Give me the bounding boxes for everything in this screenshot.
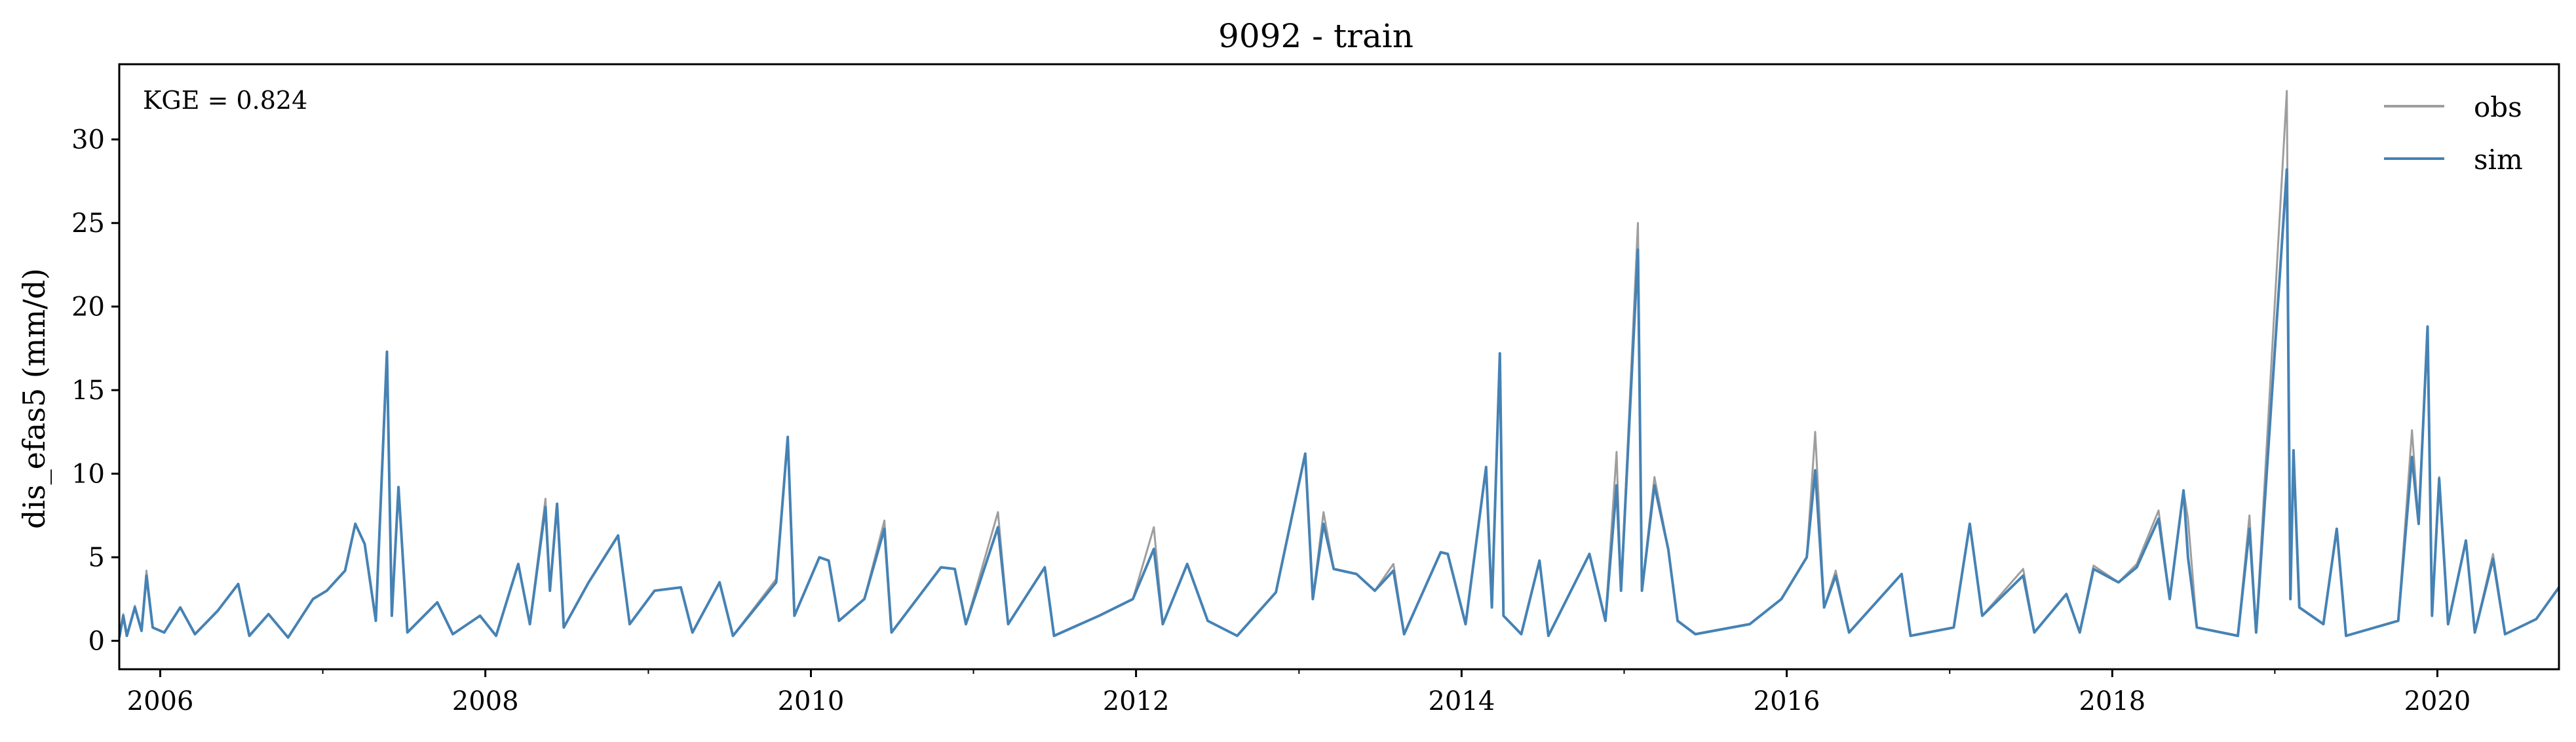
series-line-obs [118, 90, 2560, 639]
legend-label-obs: obs [2474, 91, 2522, 123]
plot-frame [118, 63, 2560, 671]
y-axis-label: dis_efas5 (mm/d) [16, 268, 52, 529]
x-tick-label: 2012 [1103, 686, 1170, 716]
x-tick-label: 2010 [778, 686, 845, 716]
y-tick-label: 5 [88, 543, 105, 573]
y-axis-ticks: 0 5 10 15 20 25 30 [71, 125, 119, 657]
kge-annotation: KGE = 0.824 [143, 86, 307, 115]
y-tick-label: 0 [88, 627, 105, 657]
x-axis-ticks: 2006 2008 2010 2012 2014 2016 2018 2020 [127, 669, 2471, 716]
x-tick-label: 2008 [452, 686, 519, 716]
y-tick-label: 10 [71, 459, 105, 490]
x-tick-label: 2020 [2404, 686, 2471, 716]
y-tick-label: 15 [71, 376, 105, 406]
series-line-sim [118, 168, 2560, 639]
x-tick-label: 2016 [1754, 686, 1820, 716]
series-layer [118, 90, 2560, 639]
x-tick-label: 2006 [127, 686, 194, 716]
y-tick-label: 25 [71, 208, 105, 239]
y-tick-label: 20 [71, 292, 105, 322]
x-tick-label: 2014 [1428, 686, 1495, 716]
x-tick-label: 2018 [2079, 686, 2145, 716]
legend: obs sim [2384, 91, 2523, 176]
legend-label-sim: sim [2474, 144, 2523, 176]
y-tick-label: 30 [71, 125, 105, 155]
chart-title: 9092 - train [1218, 17, 1413, 55]
